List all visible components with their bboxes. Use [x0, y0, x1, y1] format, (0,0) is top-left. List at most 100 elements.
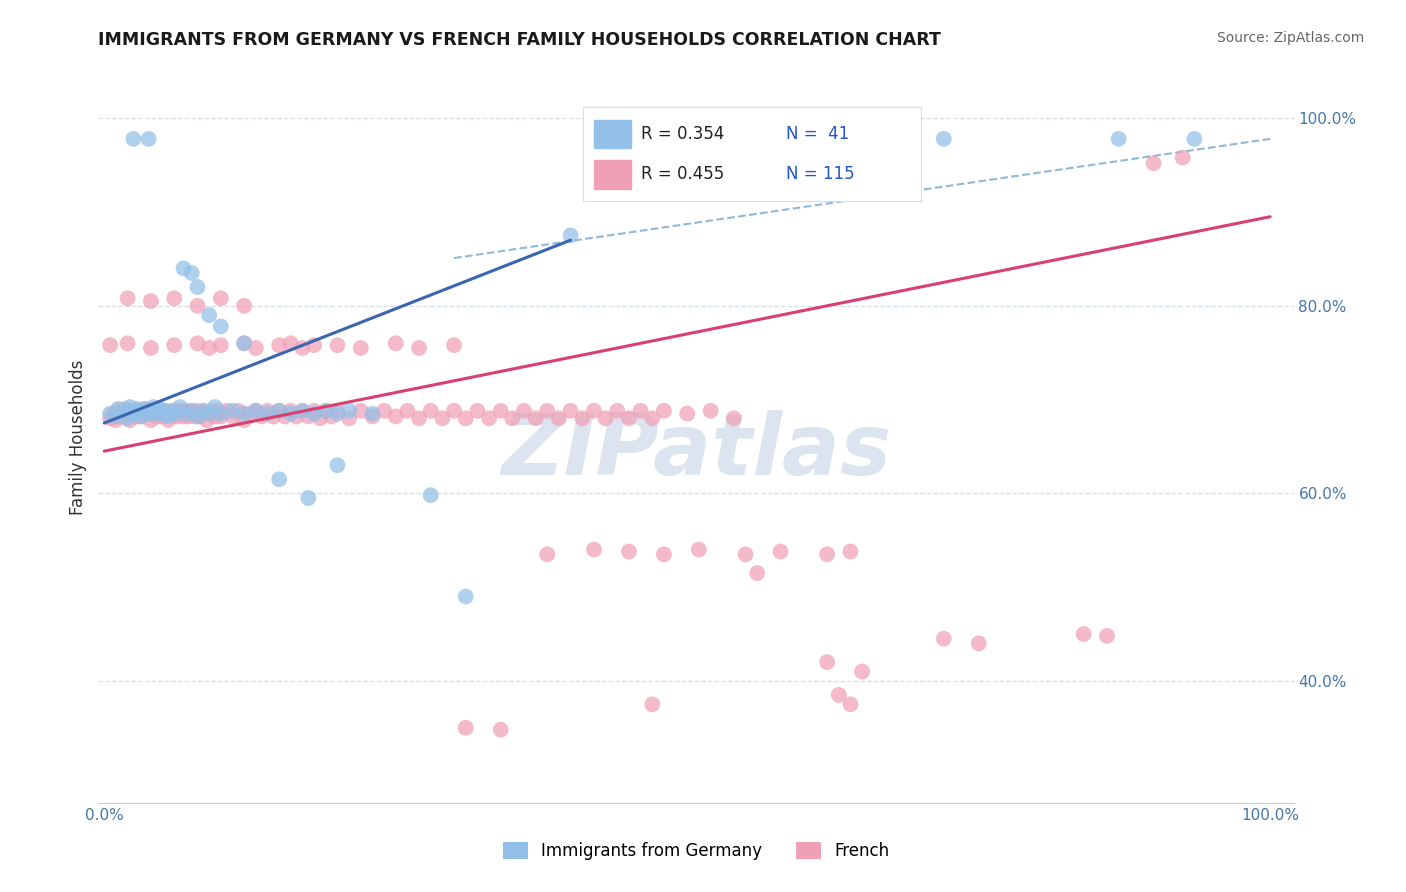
Point — [131, 409, 153, 424]
Point — [652, 404, 675, 418]
Point — [582, 404, 605, 418]
Point — [209, 407, 232, 421]
Point — [128, 404, 150, 418]
Point — [524, 411, 547, 425]
Point — [186, 280, 208, 294]
Point — [617, 544, 640, 558]
Point — [291, 341, 314, 355]
Point — [967, 636, 990, 650]
Point — [186, 336, 208, 351]
Point — [851, 665, 873, 679]
Point — [145, 407, 167, 421]
Point — [815, 547, 838, 561]
Point — [107, 401, 129, 416]
Text: ZIPatlas: ZIPatlas — [501, 410, 891, 493]
Text: N =  41: N = 41 — [786, 125, 849, 144]
Point — [221, 409, 243, 424]
Point — [118, 413, 141, 427]
Point — [932, 132, 955, 146]
Point — [747, 566, 769, 580]
Point — [269, 404, 291, 418]
Point — [104, 413, 127, 427]
Point — [350, 341, 373, 355]
Point — [107, 404, 129, 418]
Point — [326, 458, 349, 473]
Point — [209, 409, 232, 424]
Point — [617, 411, 640, 425]
Point — [198, 308, 221, 322]
Point — [125, 409, 148, 424]
Point — [326, 404, 349, 418]
Point — [177, 409, 200, 424]
Point — [180, 266, 202, 280]
Point — [443, 404, 465, 418]
Point — [239, 407, 262, 421]
Point — [117, 291, 139, 305]
Point — [245, 341, 267, 355]
Point — [139, 294, 162, 309]
Point — [337, 404, 360, 418]
Point — [195, 413, 218, 427]
Point — [193, 404, 215, 418]
Point — [315, 404, 337, 418]
Text: N = 115: N = 115 — [786, 166, 855, 184]
Text: R = 0.455: R = 0.455 — [641, 166, 724, 184]
Point — [384, 336, 406, 351]
Point — [186, 404, 208, 418]
Point — [163, 338, 186, 352]
Bar — [593, 120, 631, 148]
Point — [582, 542, 605, 557]
Point — [443, 338, 465, 352]
Point — [233, 407, 256, 421]
Point — [454, 721, 477, 735]
Point — [118, 400, 141, 414]
Text: IMMIGRANTS FROM GERMANY VS FRENCH FAMILY HOUSEHOLDS CORRELATION CHART: IMMIGRANTS FROM GERMANY VS FRENCH FAMILY… — [98, 31, 941, 49]
Point — [152, 409, 174, 424]
Point — [454, 411, 477, 425]
Point — [180, 404, 202, 418]
Point — [111, 409, 134, 424]
Point — [419, 404, 441, 418]
Point — [269, 404, 291, 418]
Point — [280, 336, 302, 351]
Point — [138, 407, 160, 421]
Point — [1095, 629, 1118, 643]
Point — [408, 411, 430, 425]
Point — [160, 404, 183, 418]
Point — [513, 404, 536, 418]
Point — [122, 132, 145, 146]
Point — [163, 407, 186, 421]
Point — [209, 319, 232, 334]
Point — [734, 547, 756, 561]
Point — [117, 407, 139, 421]
Legend: Immigrants from Germany, French: Immigrants from Germany, French — [503, 842, 889, 860]
Point — [145, 409, 167, 424]
Point — [560, 228, 582, 243]
Point — [138, 132, 160, 146]
Point — [114, 401, 136, 416]
Point — [606, 404, 628, 418]
Point — [186, 409, 208, 424]
Point — [269, 338, 291, 352]
Point — [326, 407, 349, 421]
Point — [384, 409, 406, 424]
Point — [233, 336, 256, 351]
Point — [256, 404, 278, 418]
Point — [337, 411, 360, 425]
Point — [302, 407, 325, 421]
Point — [245, 404, 267, 418]
Point — [652, 547, 675, 561]
Point — [157, 413, 180, 427]
Point — [454, 590, 477, 604]
Point — [1142, 156, 1164, 170]
Point — [309, 411, 332, 425]
Point — [361, 409, 384, 424]
Point — [198, 341, 221, 355]
Point — [536, 404, 558, 418]
Point — [180, 404, 202, 418]
Point — [184, 409, 207, 424]
Point — [103, 407, 125, 421]
Point — [489, 723, 512, 737]
Point — [302, 404, 325, 418]
Point — [595, 411, 617, 425]
